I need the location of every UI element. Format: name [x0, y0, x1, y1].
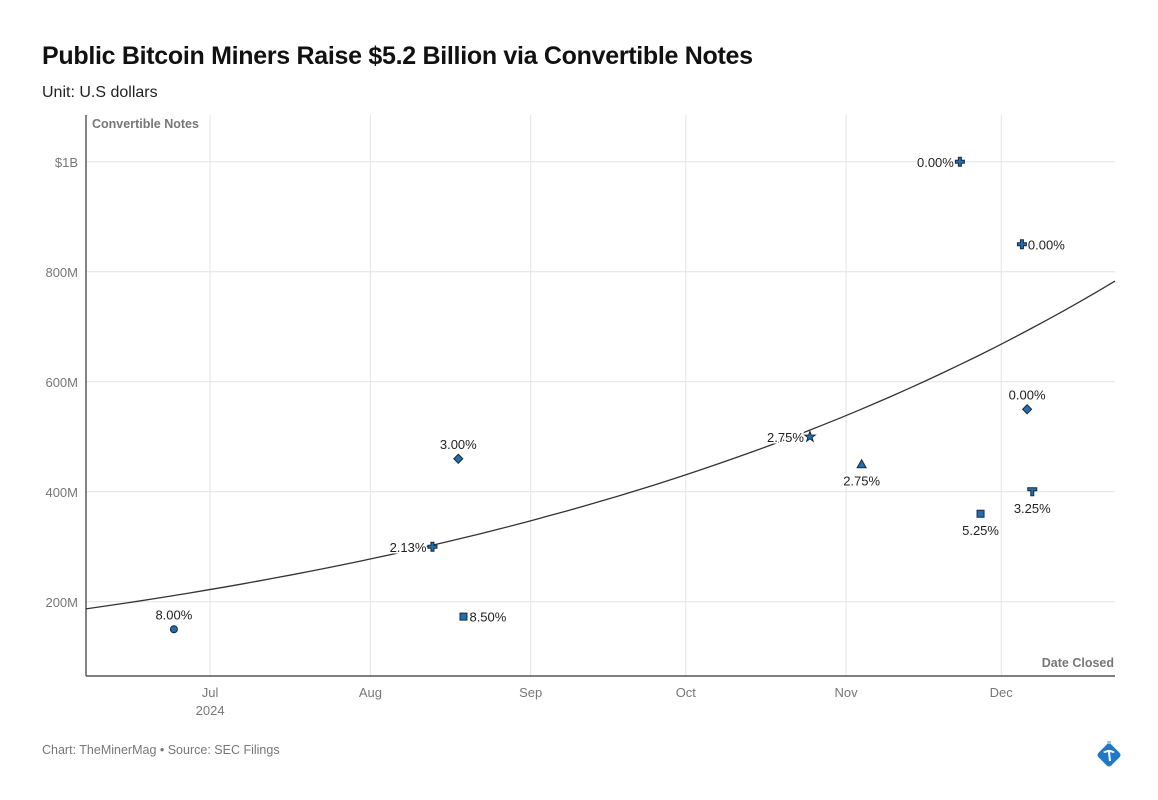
data-label: 8.00% — [155, 607, 192, 622]
chart-subtitle: Unit: U.S dollars — [42, 84, 158, 101]
y-tick-label: 600M — [45, 375, 78, 390]
x-tick-label: Oct — [676, 685, 697, 700]
square-marker — [976, 509, 985, 518]
cross-marker — [1016, 239, 1027, 250]
trendline — [85, 280, 1116, 610]
y-tick-label: 400M — [45, 485, 78, 500]
square-marker — [459, 612, 468, 621]
y-tick-label: 800M — [45, 265, 78, 280]
y-tick-label: 200M — [45, 595, 78, 610]
chart-title: Public Bitcoin Miners Raise $5.2 Billion… — [42, 42, 753, 70]
t-marker — [1027, 487, 1038, 497]
x-tick-sublabel: 2024 — [196, 703, 225, 718]
y-tick-label: $1B — [55, 155, 78, 170]
data-label: 0.00% — [917, 155, 954, 170]
data-label: 3.25% — [1014, 501, 1051, 516]
data-label: 2.75% — [843, 473, 880, 488]
data-label: 5.25% — [962, 523, 999, 538]
diamond-marker — [1021, 404, 1033, 415]
data-label: 2.75% — [767, 430, 804, 445]
theminermag-logo-icon — [1097, 741, 1121, 767]
y-axis-title: Convertible Notes — [92, 117, 199, 131]
data-label: 0.00% — [1028, 237, 1065, 252]
x-tick-label: Jul — [202, 685, 219, 700]
data-label: 0.00% — [1009, 387, 1046, 402]
circle-marker — [169, 625, 178, 634]
x-axis-title: Date Closed — [1042, 656, 1114, 670]
data-label: 3.00% — [440, 437, 477, 452]
cross-marker — [427, 541, 438, 552]
chart-footer: Chart: TheMinerMag • Source: SEC Filings — [42, 743, 280, 757]
triangle-marker — [856, 458, 867, 469]
x-tick-label: Nov — [835, 685, 859, 700]
x-tick-label: Dec — [990, 685, 1014, 700]
data-label: 8.50% — [469, 610, 506, 625]
diamond-marker — [453, 453, 464, 464]
x-tick-label: Sep — [519, 685, 542, 700]
cross-marker — [954, 156, 965, 167]
data-label: 2.13% — [390, 540, 427, 555]
star-marker — [803, 429, 817, 443]
x-tick-label: Aug — [359, 685, 382, 700]
